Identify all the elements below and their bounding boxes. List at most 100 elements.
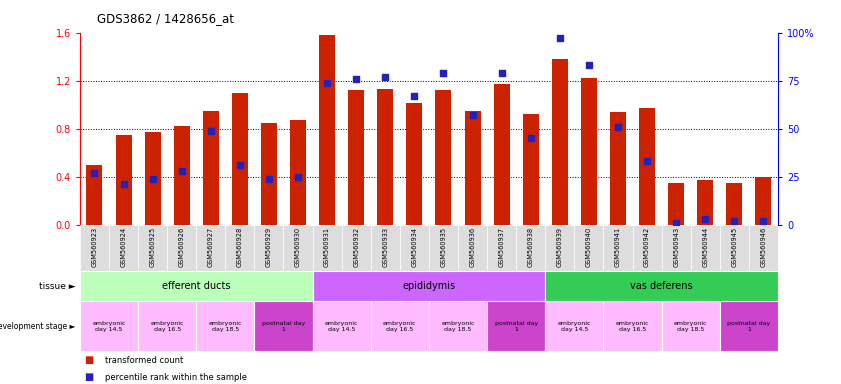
Text: GSM560936: GSM560936 <box>469 227 475 267</box>
Bar <box>196 301 254 351</box>
Bar <box>487 225 516 271</box>
Bar <box>203 111 219 225</box>
Bar <box>639 108 655 225</box>
Text: GSM560934: GSM560934 <box>411 227 417 267</box>
Bar <box>523 114 539 225</box>
Bar <box>138 301 196 351</box>
Text: GSM560937: GSM560937 <box>499 227 505 267</box>
Bar <box>662 301 720 351</box>
Bar <box>80 271 313 301</box>
Bar <box>167 225 196 271</box>
Point <box>466 112 479 118</box>
Bar <box>690 225 720 271</box>
Bar <box>632 225 662 271</box>
Text: percentile rank within the sample: percentile rank within the sample <box>105 372 247 382</box>
Bar <box>662 225 690 271</box>
Text: embryonic
day 16.5: embryonic day 16.5 <box>616 321 649 332</box>
Text: embryonic
day 18.5: embryonic day 18.5 <box>674 321 707 332</box>
Point <box>727 218 741 224</box>
Point <box>408 93 421 99</box>
Bar <box>406 103 422 225</box>
Text: GSM560929: GSM560929 <box>266 227 272 267</box>
Text: GSM560945: GSM560945 <box>732 227 738 267</box>
Bar <box>109 225 138 271</box>
Text: GSM560941: GSM560941 <box>615 227 621 267</box>
Text: GSM560932: GSM560932 <box>353 227 359 267</box>
Bar <box>545 271 778 301</box>
Text: development stage ►: development stage ► <box>0 322 76 331</box>
Text: GSM560943: GSM560943 <box>673 227 680 267</box>
Point <box>233 162 246 168</box>
Bar <box>545 225 574 271</box>
Bar <box>720 225 748 271</box>
Point <box>611 124 625 130</box>
Bar <box>138 225 167 271</box>
Point <box>757 218 770 224</box>
Bar <box>464 111 480 225</box>
Bar <box>232 93 248 225</box>
Bar <box>581 78 597 225</box>
Point <box>350 76 363 82</box>
Text: ■: ■ <box>84 355 93 365</box>
Text: GSM560940: GSM560940 <box>586 227 592 267</box>
Bar <box>174 126 190 225</box>
Text: epididymis: epididymis <box>402 281 456 291</box>
Bar <box>545 301 603 351</box>
Bar <box>254 301 313 351</box>
Text: efferent ducts: efferent ducts <box>162 281 230 291</box>
Point <box>582 62 595 68</box>
Text: embryonic
day 14.5: embryonic day 14.5 <box>93 321 126 332</box>
Bar <box>487 301 545 351</box>
Point <box>145 175 159 182</box>
Point <box>699 216 712 222</box>
Bar <box>429 225 458 271</box>
Bar <box>378 89 394 225</box>
Bar <box>348 90 364 225</box>
Point <box>291 174 304 180</box>
Text: GSM560938: GSM560938 <box>527 227 534 267</box>
Text: ■: ■ <box>84 372 93 382</box>
Point <box>87 170 101 176</box>
Bar <box>313 271 545 301</box>
Bar <box>341 225 371 271</box>
Text: GSM560928: GSM560928 <box>237 227 243 267</box>
Text: postnatal day
1: postnatal day 1 <box>262 321 305 332</box>
Bar <box>727 183 743 225</box>
Point <box>262 175 276 182</box>
Point <box>175 168 188 174</box>
Bar <box>697 180 713 225</box>
Point <box>553 35 567 41</box>
Text: postnatal day
1: postnatal day 1 <box>495 321 537 332</box>
Bar <box>313 301 371 351</box>
Text: vas deferens: vas deferens <box>630 281 693 291</box>
Text: GSM560927: GSM560927 <box>208 227 214 267</box>
Bar <box>399 225 429 271</box>
Text: GSM560926: GSM560926 <box>178 227 185 267</box>
Bar <box>603 301 662 351</box>
Bar <box>668 183 684 225</box>
Point <box>117 181 130 187</box>
Text: GSM560944: GSM560944 <box>702 227 708 267</box>
Bar <box>319 35 335 225</box>
Point <box>320 79 334 86</box>
Text: embryonic
day 14.5: embryonic day 14.5 <box>558 321 591 332</box>
Bar <box>436 90 452 225</box>
Text: embryonic
day 16.5: embryonic day 16.5 <box>383 321 416 332</box>
Bar <box>603 225 632 271</box>
Bar <box>115 135 131 225</box>
Bar <box>574 225 603 271</box>
Point <box>204 127 218 134</box>
Point <box>669 220 683 226</box>
Text: GSM560946: GSM560946 <box>760 227 766 267</box>
Bar <box>283 225 313 271</box>
Text: GSM560935: GSM560935 <box>441 227 447 267</box>
Bar <box>290 120 306 225</box>
Text: embryonic
day 18.5: embryonic day 18.5 <box>209 321 242 332</box>
Text: transformed count: transformed count <box>105 356 183 365</box>
Bar <box>748 225 778 271</box>
Bar <box>516 225 545 271</box>
Text: GSM560930: GSM560930 <box>295 227 301 267</box>
Point <box>640 158 653 164</box>
Bar <box>371 301 429 351</box>
Point <box>378 74 392 80</box>
